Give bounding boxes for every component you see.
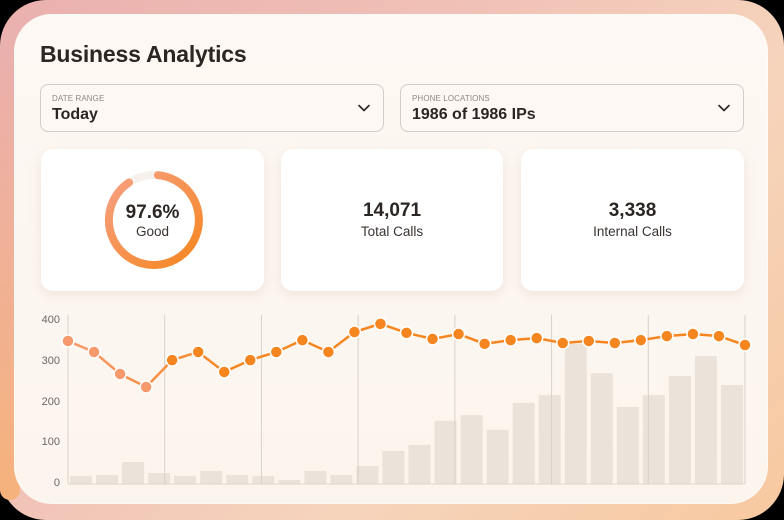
date-range-select[interactable]: DATE RANGE Today	[40, 84, 384, 132]
bar	[122, 461, 145, 484]
bar	[668, 376, 691, 484]
bar	[564, 343, 587, 484]
bar	[538, 395, 561, 484]
bar	[70, 475, 93, 484]
bar	[434, 420, 457, 484]
bar	[96, 475, 119, 484]
data-point[interactable]	[61, 334, 75, 348]
bar	[226, 475, 249, 484]
bar	[304, 470, 327, 484]
data-point[interactable]	[347, 325, 362, 339]
data-point[interactable]	[165, 353, 179, 367]
bar	[590, 373, 613, 484]
data-point[interactable]	[660, 329, 674, 343]
bar	[486, 429, 509, 484]
internal-calls-value: 3,338	[608, 200, 657, 221]
phone-locations-value: 1986 of 1986 IPs	[412, 106, 536, 123]
phone-locations-label: PHONE LOCATIONS	[412, 94, 490, 103]
bar	[382, 450, 405, 484]
data-point[interactable]	[712, 329, 726, 343]
bar	[642, 395, 665, 484]
data-point[interactable]	[217, 365, 231, 379]
data-point[interactable]	[399, 326, 414, 340]
data-point[interactable]	[555, 336, 570, 350]
total-calls-value: 14,071	[362, 200, 422, 221]
date-range-value: Today	[52, 106, 98, 123]
internal-calls-card: 3,338 Internal Calls	[521, 149, 744, 291]
bar	[356, 466, 379, 484]
data-point[interactable]	[113, 367, 127, 381]
data-point[interactable]	[87, 345, 101, 359]
y-tick-label: 200	[41, 395, 60, 408]
bar	[408, 444, 431, 484]
data-point[interactable]	[295, 333, 310, 347]
data-point[interactable]	[529, 331, 544, 345]
data-point[interactable]	[191, 345, 205, 359]
bar	[512, 402, 535, 484]
data-point[interactable]	[243, 353, 258, 367]
data-point[interactable]	[503, 333, 518, 347]
bar	[278, 479, 301, 484]
data-point[interactable]	[477, 337, 492, 351]
data-point[interactable]	[269, 345, 284, 359]
chevron-down-icon	[718, 104, 730, 112]
phone-locations-select[interactable]: PHONE LOCATIONS 1986 of 1986 IPs	[400, 84, 744, 132]
quality-value: 97.6%	[125, 202, 180, 223]
y-tick-label: 400	[41, 314, 60, 326]
data-point[interactable]	[634, 333, 648, 347]
quality-card: 97.6% Good	[41, 149, 264, 291]
y-tick-label: 300	[41, 354, 60, 367]
y-tick-label: 100	[41, 436, 60, 449]
bar	[174, 475, 197, 484]
bar	[252, 475, 275, 484]
data-point[interactable]	[425, 332, 440, 346]
data-point[interactable]	[321, 345, 336, 359]
bar	[148, 472, 171, 484]
calls-chart	[61, 315, 752, 485]
data-point[interactable]	[686, 327, 700, 341]
quality-gauge	[104, 171, 203, 270]
quality-caption: Good	[135, 224, 170, 239]
data-point[interactable]	[738, 338, 752, 352]
bar	[616, 406, 639, 484]
data-point[interactable]	[608, 336, 622, 350]
bar	[694, 356, 717, 484]
bar	[200, 470, 223, 484]
chevron-down-icon	[358, 104, 370, 112]
data-point[interactable]	[582, 334, 596, 348]
internal-calls-caption: Internal Calls	[593, 224, 672, 239]
data-point[interactable]	[139, 380, 153, 394]
bar	[720, 384, 743, 484]
data-point[interactable]	[373, 317, 388, 331]
y-tick-label: 0	[53, 477, 60, 489]
bar	[460, 415, 483, 484]
total-calls-caption: Total Calls	[360, 224, 424, 239]
total-calls-card: 14,071 Total Calls	[281, 149, 503, 291]
data-point[interactable]	[451, 327, 466, 341]
bar	[330, 475, 353, 484]
page-title: Business Analytics	[40, 41, 247, 67]
date-range-label: DATE RANGE	[52, 94, 105, 103]
